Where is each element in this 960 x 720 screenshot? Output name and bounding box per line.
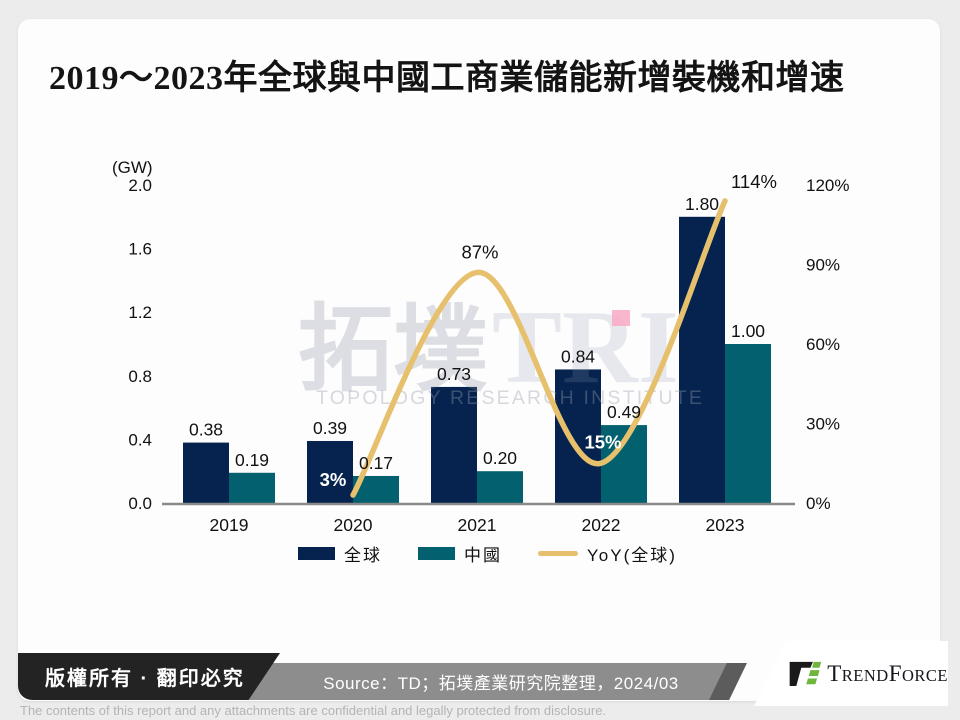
- legend-label-yoy: YoY(全球): [587, 546, 677, 565]
- trendforce-logo-icon: [789, 661, 822, 686]
- legend-item-yoy: YoY(全球): [538, 541, 677, 566]
- copyright-band: 版權所有 · 翻印必究: [18, 653, 280, 700]
- source-bar: Source：TD；拓墣產業研究院整理，2024/03: [235, 663, 743, 700]
- legend-swatch-china-bar: [418, 547, 455, 560]
- brand-plate: TRENDFORCE: [754, 641, 948, 706]
- legend-item-global: 全球: [298, 541, 382, 566]
- legend-swatch-global-bar: [298, 547, 335, 560]
- source-text: Source：TD；拓墣產業研究院整理，2024/03: [323, 674, 679, 693]
- legend-item-china: 中國: [418, 541, 502, 566]
- copyright-text: 版權所有 · 翻印必究: [45, 668, 245, 690]
- legend-swatch-yoy-line: [538, 551, 578, 556]
- legend-label-global: 全球: [344, 546, 382, 565]
- trendforce-logo-text: TRENDFORCE: [827, 660, 948, 686]
- slide-card: [18, 19, 940, 701]
- slide-title: 2019～2023年全球與中國工商業儲能新增裝機和增速: [49, 60, 845, 97]
- legend-label-china: 中國: [464, 546, 502, 565]
- disclaimer-text: The contents of this report and any atta…: [20, 703, 607, 718]
- chart-legend: 全球 中國 YoY(全球): [298, 541, 677, 566]
